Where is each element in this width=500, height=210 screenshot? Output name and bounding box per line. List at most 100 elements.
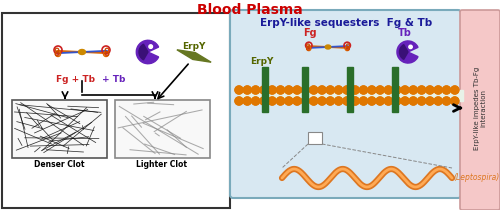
Circle shape: [334, 97, 342, 105]
Bar: [347, 67, 353, 89]
Circle shape: [334, 86, 342, 94]
Bar: [302, 67, 308, 89]
Circle shape: [285, 97, 293, 105]
Circle shape: [334, 86, 342, 94]
Circle shape: [326, 86, 334, 94]
Ellipse shape: [325, 45, 331, 49]
Circle shape: [268, 97, 276, 105]
Bar: [308, 132, 322, 144]
Bar: [262, 103, 268, 112]
Wedge shape: [397, 41, 418, 63]
Circle shape: [426, 97, 434, 105]
Text: Fg: Fg: [303, 28, 317, 38]
Circle shape: [293, 86, 301, 94]
Circle shape: [310, 86, 318, 94]
Circle shape: [368, 97, 376, 105]
Circle shape: [360, 97, 368, 105]
Wedge shape: [139, 44, 148, 60]
Circle shape: [410, 86, 418, 94]
Circle shape: [410, 97, 418, 105]
Circle shape: [418, 97, 426, 105]
Circle shape: [434, 86, 442, 94]
Circle shape: [235, 86, 243, 94]
Circle shape: [302, 86, 310, 94]
Circle shape: [260, 86, 268, 94]
Wedge shape: [400, 45, 408, 59]
Circle shape: [310, 86, 318, 94]
Circle shape: [260, 86, 268, 94]
Circle shape: [235, 97, 243, 105]
Circle shape: [293, 97, 301, 105]
Circle shape: [252, 86, 260, 94]
Circle shape: [310, 97, 318, 105]
Circle shape: [235, 86, 243, 94]
Circle shape: [276, 86, 284, 94]
Text: Blood Plasma: Blood Plasma: [197, 3, 303, 17]
Circle shape: [244, 86, 252, 94]
Text: (Leptospira): (Leptospira): [453, 173, 499, 182]
Circle shape: [392, 97, 400, 105]
Circle shape: [318, 97, 326, 105]
Circle shape: [244, 97, 252, 105]
Wedge shape: [136, 40, 158, 64]
Circle shape: [293, 97, 301, 105]
Circle shape: [360, 97, 368, 105]
Circle shape: [442, 97, 450, 105]
Circle shape: [252, 97, 260, 105]
Circle shape: [426, 86, 434, 94]
Circle shape: [384, 86, 392, 94]
Circle shape: [418, 86, 426, 94]
Bar: [347, 90, 353, 102]
FancyBboxPatch shape: [460, 10, 500, 210]
Circle shape: [360, 86, 368, 94]
Bar: [12, 100, 107, 158]
Circle shape: [351, 86, 359, 94]
Circle shape: [401, 97, 409, 105]
Circle shape: [285, 97, 293, 105]
Bar: [262, 90, 268, 102]
Circle shape: [376, 97, 384, 105]
Circle shape: [235, 97, 243, 105]
Circle shape: [434, 86, 442, 94]
Circle shape: [343, 86, 351, 94]
Bar: [238, 90, 463, 101]
Circle shape: [401, 97, 409, 105]
Text: + Tb: + Tb: [102, 75, 126, 84]
Circle shape: [244, 97, 252, 105]
Circle shape: [285, 86, 293, 94]
Circle shape: [268, 86, 276, 94]
Bar: [2, 13, 230, 208]
Circle shape: [434, 97, 442, 105]
Circle shape: [343, 97, 351, 105]
Text: Tb: Tb: [398, 28, 412, 38]
Circle shape: [326, 86, 334, 94]
Circle shape: [318, 97, 326, 105]
Circle shape: [293, 86, 301, 94]
Text: ErpY: ErpY: [182, 42, 206, 51]
Circle shape: [384, 86, 392, 94]
Circle shape: [451, 97, 459, 105]
Circle shape: [351, 86, 359, 94]
Circle shape: [260, 97, 268, 105]
Circle shape: [392, 97, 400, 105]
Circle shape: [326, 97, 334, 105]
Circle shape: [392, 86, 400, 94]
Circle shape: [252, 97, 260, 105]
Circle shape: [351, 97, 359, 105]
Circle shape: [368, 86, 376, 94]
Circle shape: [149, 45, 152, 48]
Circle shape: [302, 86, 310, 94]
Circle shape: [451, 86, 459, 94]
Circle shape: [368, 97, 376, 105]
Circle shape: [310, 97, 318, 105]
Circle shape: [426, 86, 434, 94]
Circle shape: [409, 45, 412, 49]
Bar: [302, 90, 308, 102]
Bar: [302, 103, 308, 112]
Circle shape: [252, 86, 260, 94]
Circle shape: [285, 86, 293, 94]
Circle shape: [318, 86, 326, 94]
Text: Lighter Clot: Lighter Clot: [136, 160, 188, 169]
Circle shape: [384, 97, 392, 105]
Text: ErpY-like sequesters  Fg & Tb: ErpY-like sequesters Fg & Tb: [260, 18, 432, 28]
